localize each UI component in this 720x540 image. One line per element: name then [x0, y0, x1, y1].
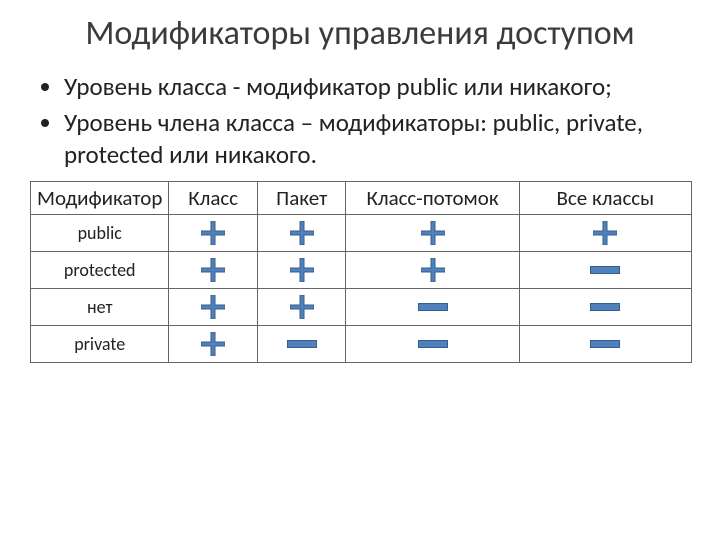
access-yes: [257, 215, 346, 252]
bullet-list: Уровень класса - модификатор public или …: [36, 71, 690, 171]
access-yes: [169, 289, 258, 326]
plus-icon: [169, 215, 257, 251]
access-yes: [346, 215, 519, 252]
access-no: [257, 326, 346, 363]
plus-icon: [346, 215, 518, 251]
minus-icon: [346, 326, 518, 362]
table-header-row: Модификатор Класс Пакет Класс-потомок Вс…: [31, 182, 692, 215]
plus-icon: [258, 215, 346, 251]
plus-icon: [346, 252, 518, 288]
access-yes: [257, 252, 346, 289]
access-yes: [169, 252, 258, 289]
minus-icon: [258, 326, 346, 362]
plus-icon: [258, 289, 346, 325]
access-yes: [169, 326, 258, 363]
slide-title: Модификаторы управления доступом: [30, 14, 690, 53]
col-header: Пакет: [257, 182, 346, 215]
access-table: Модификатор Класс Пакет Класс-потомок Вс…: [30, 181, 692, 363]
plus-icon: [258, 252, 346, 288]
access-no: [346, 289, 519, 326]
row-label: public: [31, 215, 169, 252]
minus-icon: [346, 289, 518, 325]
bullet-item: Уровень члена класса – модификаторы: pub…: [64, 107, 690, 171]
minus-icon: [520, 252, 691, 288]
access-yes: [519, 215, 691, 252]
access-yes: [346, 252, 519, 289]
bullet-item: Уровень класса - модификатор public или …: [64, 71, 690, 103]
plus-icon: [169, 289, 257, 325]
col-header: Класс: [169, 182, 258, 215]
plus-icon: [169, 326, 257, 362]
access-no: [519, 326, 691, 363]
minus-icon: [520, 289, 691, 325]
access-no: [519, 252, 691, 289]
table-row: нет: [31, 289, 692, 326]
plus-icon: [520, 215, 691, 251]
row-label: private: [31, 326, 169, 363]
minus-icon: [520, 326, 691, 362]
col-header: Модификатор: [31, 182, 169, 215]
plus-icon: [169, 252, 257, 288]
table-row: protected: [31, 252, 692, 289]
access-no: [519, 289, 691, 326]
row-label: нет: [31, 289, 169, 326]
table-row: private: [31, 326, 692, 363]
access-yes: [257, 289, 346, 326]
access-yes: [169, 215, 258, 252]
table-row: public: [31, 215, 692, 252]
access-no: [346, 326, 519, 363]
row-label: protected: [31, 252, 169, 289]
col-header: Все классы: [519, 182, 691, 215]
col-header: Класс-потомок: [346, 182, 519, 215]
